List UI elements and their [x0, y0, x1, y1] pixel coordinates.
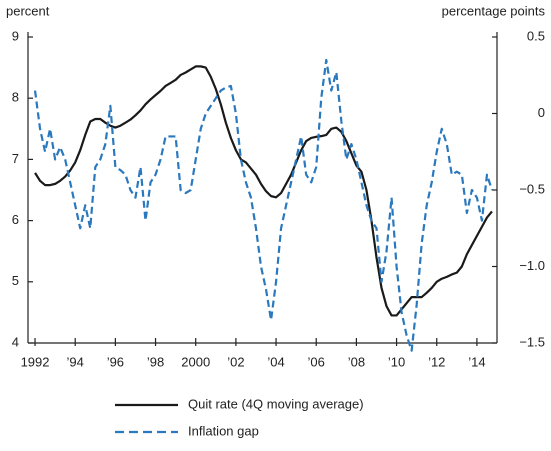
y2-tick-label: −0.5 [519, 181, 545, 196]
series-line [34, 65, 493, 317]
x-tick-label: ’12 [428, 354, 445, 369]
x-tick-label: 2000 [181, 354, 210, 369]
legend-label: Inflation gap [188, 423, 259, 438]
y-tick-label: 7 [12, 151, 19, 166]
x-tick-label: ’96 [107, 354, 124, 369]
y2-tick-label: 0.5 [527, 28, 545, 43]
y-tick-label: 4 [12, 334, 19, 349]
x-tick-label: ’98 [147, 354, 164, 369]
y-tick-label: 5 [12, 273, 19, 288]
y2-tick-label: 0 [538, 105, 545, 120]
y-tick-label: 9 [12, 28, 19, 43]
y2-tick-label: −1.5 [519, 334, 545, 349]
y-tick-label: 8 [12, 90, 19, 105]
x-tick-label: ’94 [67, 354, 84, 369]
legend-label: Quit rate (4Q moving average) [188, 396, 364, 411]
x-tick-label: ’14 [468, 354, 485, 369]
x-tick-label: ’06 [308, 354, 325, 369]
y2-tick-label: −1.0 [519, 258, 545, 273]
x-tick-label: ’04 [267, 354, 284, 369]
x-tick-label: ’02 [227, 354, 244, 369]
y-axis-label: percent [6, 3, 50, 18]
x-tick-label: 1992 [21, 354, 50, 369]
x-tick-label: ’10 [388, 354, 405, 369]
x-tick-label: ’08 [348, 354, 365, 369]
y-tick-label: 6 [12, 212, 19, 227]
series-line [33, 58, 494, 352]
y2-axis-label: percentage points [442, 3, 546, 18]
